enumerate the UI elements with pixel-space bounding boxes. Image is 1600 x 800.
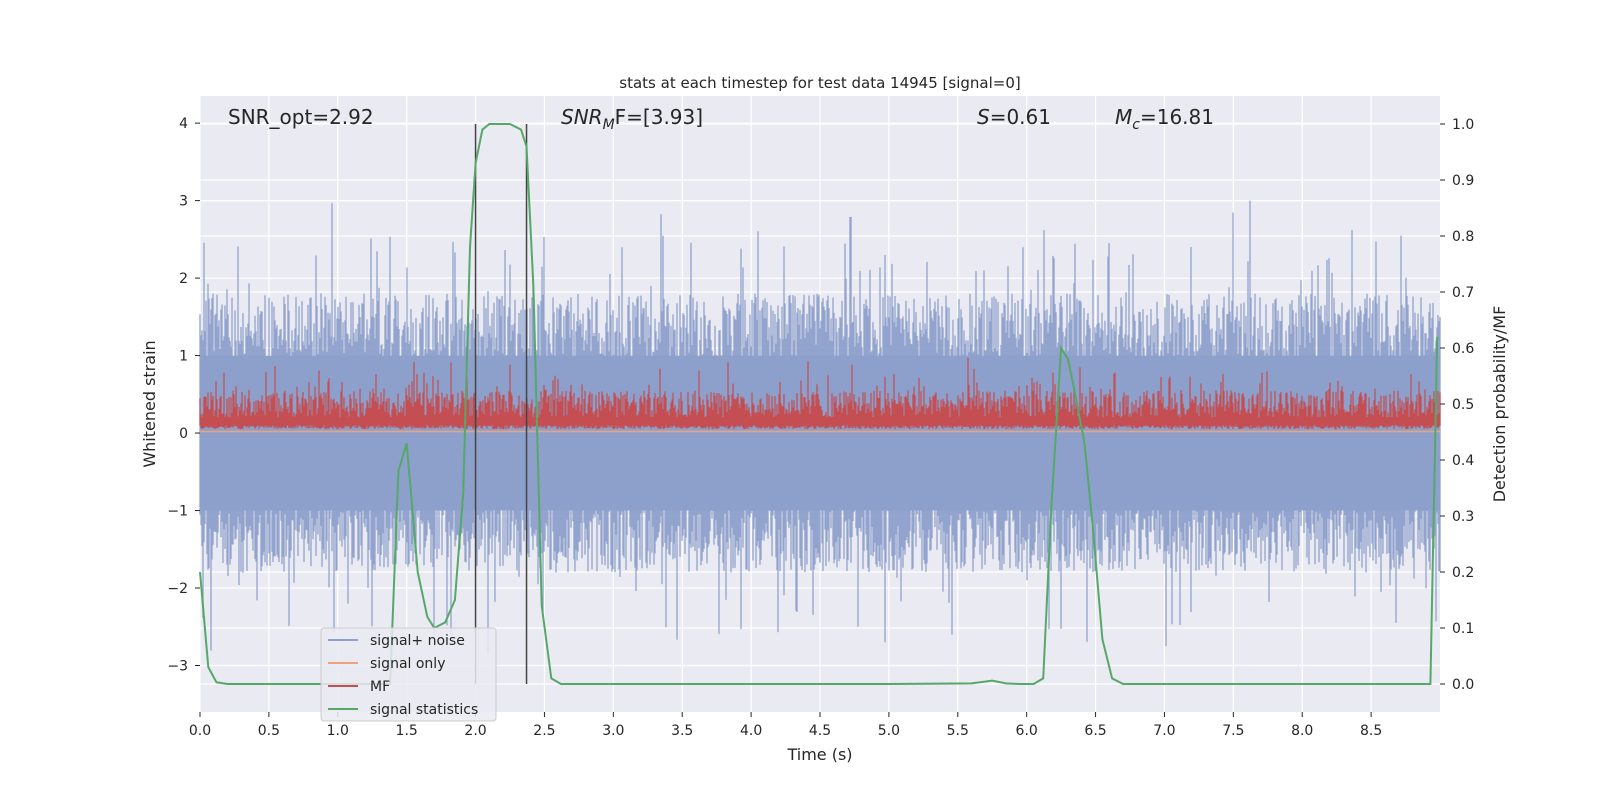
x-axis-label: Time (s) <box>786 745 852 764</box>
y-right-tick-label: 0.7 <box>1452 285 1474 301</box>
y-left-tick-label: 4 <box>179 116 188 132</box>
annotation-mc-sub: c <box>1132 117 1140 133</box>
legend: signal+ noise signal only MF signal stat… <box>320 627 497 722</box>
x-tick-label: 1.5 <box>396 723 418 739</box>
y-right-tick-label: 0.4 <box>1452 453 1474 469</box>
x-tick-label: 3.5 <box>671 723 693 739</box>
x-tick-label: 8.0 <box>1291 723 1313 739</box>
x-tick-label: 2.5 <box>533 723 555 739</box>
y-right-tick-label: 0.1 <box>1452 621 1474 637</box>
y-axis-right-label: Detection probability/MF <box>1490 306 1509 503</box>
annotation-s-main: S <box>977 105 990 129</box>
legend-label-signal-only: signal only <box>370 656 445 672</box>
y-right-tick-label: 0.9 <box>1452 173 1474 189</box>
y-axis-left-label: Whitened strain <box>140 340 159 467</box>
y-left-tick-label: 3 <box>179 194 188 210</box>
x-tick-label: 1.0 <box>327 723 349 739</box>
x-tick-label: 2.0 <box>464 723 486 739</box>
x-tick-label: 7.0 <box>1153 723 1175 739</box>
annotation-snr-mf-sub: M <box>603 117 615 133</box>
y-right-tick-label: 0.2 <box>1452 565 1474 581</box>
annotation-snr-mf-main: SNR <box>561 105 603 129</box>
y-left-tick-label: 0 <box>179 426 188 442</box>
vertical-markers <box>474 124 528 684</box>
x-tick-label: 8.5 <box>1360 723 1382 739</box>
x-tick-label: 0.0 <box>189 723 211 739</box>
annotation-s: S=0.61 <box>977 105 1051 129</box>
annotation-mc: Mc=16.81 <box>1115 105 1214 133</box>
y-right-tick-label: 1.0 <box>1452 117 1474 133</box>
annotation-s-tail: =0.61 <box>990 105 1051 129</box>
x-tick-label: 4.5 <box>809 723 831 739</box>
y-axis-left-ticks: 4 3 2 1 0 −1 −2 −3 <box>167 116 200 675</box>
legend-label-signal-noise: signal+ noise <box>370 633 465 649</box>
y-right-tick-label: 0.6 <box>1452 341 1474 357</box>
signal-noise-series <box>199 200 1441 654</box>
x-tick-label: 0.5 <box>258 723 280 739</box>
annotation-snr-mf: SNRMF=[3.93] <box>561 105 703 133</box>
y-right-tick-label: 0.8 <box>1452 229 1474 245</box>
legend-label-mf: MF <box>370 679 390 695</box>
annotation-mc-tail: =16.81 <box>1140 105 1214 129</box>
legend-box <box>320 627 497 722</box>
legend-label-signal-statistics: signal statistics <box>370 702 478 718</box>
x-tick-label: 6.5 <box>1084 723 1106 739</box>
signal-statistics-line <box>199 123 1439 685</box>
annotation-snr-mf-tail: F=[3.93] <box>615 105 703 129</box>
x-tick-label: 5.0 <box>878 723 900 739</box>
y-left-tick-label: −1 <box>167 504 188 520</box>
x-tick-label: 6.0 <box>1016 723 1038 739</box>
y-axis-right-ticks: 1.0 0.9 0.8 0.7 0.6 0.5 0.4 0.3 0.2 0.1 0.0 <box>1440 117 1474 693</box>
x-tick-label: 4.0 <box>740 723 762 739</box>
x-tick-label: 7.5 <box>1222 723 1244 739</box>
y-left-tick-label: −3 <box>167 659 188 675</box>
chart-title: stats at each timestep for test data 149… <box>619 74 1020 92</box>
annotation-snr-opt: SNR_opt=2.92 <box>228 105 374 129</box>
y-right-tick-label: 0.5 <box>1452 397 1474 413</box>
y-left-tick-label: −2 <box>167 581 188 597</box>
annotation-mc-main: M <box>1115 105 1132 129</box>
x-tick-label: 5.5 <box>947 723 969 739</box>
y-right-tick-label: 0.0 <box>1452 677 1474 693</box>
y-right-tick-label: 0.3 <box>1452 509 1474 525</box>
y-left-tick-label: 1 <box>179 349 188 365</box>
x-axis-ticks: 0.0 0.5 1.0 1.5 2.0 2.5 3.0 3.5 4.0 4.5 5.0 5.5 6.0 6… <box>189 712 1382 739</box>
y-left-tick-label: 2 <box>179 271 188 287</box>
signal-noise-core <box>200 355 1440 511</box>
x-tick-label: 3.0 <box>602 723 624 739</box>
